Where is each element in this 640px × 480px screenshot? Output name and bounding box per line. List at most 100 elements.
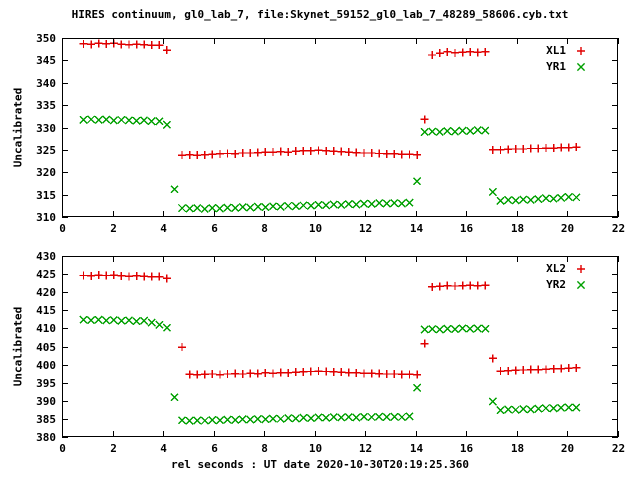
- x-tick-mark: [466, 211, 467, 217]
- legend-marker-xl1: [577, 47, 585, 55]
- y-tick-mark: [612, 328, 618, 329]
- x-tick-mark: [62, 256, 63, 262]
- y-tick-label: 345: [36, 53, 56, 67]
- y-tick-mark: [62, 128, 68, 129]
- x-tick-mark: [264, 431, 265, 437]
- x-tick-mark: [618, 256, 619, 262]
- legend-key-yr1: [570, 60, 592, 74]
- series-xl2: [79, 271, 581, 379]
- legend-label-xl1: XL1: [546, 44, 566, 57]
- x-tick-label: 12: [358, 442, 373, 455]
- y-tick-mark: [62, 328, 68, 329]
- x-tick-label: 2: [110, 442, 117, 455]
- x-tick-label: 12: [358, 222, 373, 235]
- x-tick-mark: [264, 211, 265, 217]
- x-tick-label: 18: [510, 222, 525, 235]
- legend-marker-yr2: [576, 280, 586, 290]
- y-tick-mark: [62, 437, 68, 438]
- x-tick-mark: [264, 256, 265, 262]
- x-tick-label: 8: [261, 222, 268, 235]
- y-tick-label: 380: [36, 430, 56, 444]
- y-tick-mark: [612, 310, 618, 311]
- y-tick-mark: [612, 172, 618, 173]
- x-tick-mark: [416, 38, 417, 44]
- x-tick-label: 0: [59, 222, 66, 235]
- legend-marker-xl2: [577, 265, 585, 273]
- y-tick-label: 310: [36, 210, 56, 224]
- x-tick-mark: [416, 211, 417, 217]
- x-tick-mark: [466, 38, 467, 44]
- y-tick-mark: [62, 60, 68, 61]
- legend-bottom: XL2 YR2: [498, 262, 608, 296]
- x-tick-label: 20: [560, 222, 575, 235]
- y-tick-label: 350: [36, 31, 56, 45]
- legend-top: XL1 YR1: [498, 44, 608, 78]
- x-tick-mark: [466, 431, 467, 437]
- x-tick-mark: [567, 211, 568, 217]
- x-tick-label: 22: [611, 222, 626, 235]
- x-tick-mark: [163, 38, 164, 44]
- legend-label-yr2: YR2: [546, 278, 566, 291]
- x-tick-mark: [315, 211, 316, 217]
- x-tick-mark: [214, 256, 215, 262]
- y-tick-mark: [62, 310, 68, 311]
- page-title: HIRES continuum, gl0_lab_7, file:Skynet_…: [71, 8, 569, 21]
- y-tick-mark: [62, 256, 68, 257]
- y-tick-mark: [62, 83, 68, 84]
- x-tick-mark: [315, 38, 316, 44]
- y-tick-label: 400: [36, 358, 56, 372]
- x-axis-title: rel seconds : UT date 2020-10-30T20:19:2…: [170, 458, 469, 471]
- y-tick-label: 395: [36, 376, 56, 390]
- y-tick-mark: [62, 383, 68, 384]
- x-tick-label: 4: [160, 442, 167, 455]
- x-tick-mark: [567, 256, 568, 262]
- x-tick-mark: [315, 256, 316, 262]
- y-tick-mark: [62, 150, 68, 151]
- x-tick-mark: [113, 211, 114, 217]
- x-tick-mark: [214, 211, 215, 217]
- y-tick-mark: [612, 38, 618, 39]
- y-tick-mark: [62, 419, 68, 420]
- x-tick-mark: [416, 431, 417, 437]
- y-tick-mark: [62, 217, 68, 218]
- x-tick-mark: [214, 38, 215, 44]
- x-tick-mark: [163, 256, 164, 262]
- x-tick-label: 2: [110, 222, 117, 235]
- y-tick-label: 420: [36, 285, 56, 299]
- x-tick-label: 18: [510, 442, 525, 455]
- series-yr1: [79, 115, 581, 214]
- y-tick-mark: [612, 105, 618, 106]
- x-tick-mark: [264, 38, 265, 44]
- y-tick-mark: [62, 195, 68, 196]
- x-tick-mark: [567, 38, 568, 44]
- y-tick-mark: [612, 128, 618, 129]
- legend-label-xl2: XL2: [546, 262, 566, 275]
- x-tick-mark: [113, 431, 114, 437]
- x-tick-mark: [416, 256, 417, 262]
- y-tick-mark: [62, 274, 68, 275]
- y-tick-mark: [62, 292, 68, 293]
- y-tick-mark: [612, 365, 618, 366]
- x-tick-label: 20: [560, 442, 575, 455]
- y-tick-mark: [612, 256, 618, 257]
- x-tick-label: 10: [308, 442, 323, 455]
- x-tick-mark: [517, 256, 518, 262]
- y-tick-label: 390: [36, 394, 56, 408]
- y-tick-mark: [612, 292, 618, 293]
- x-tick-label: 22: [611, 442, 626, 455]
- legend-key-yr2: [570, 278, 592, 292]
- x-tick-mark: [365, 256, 366, 262]
- y-tick-mark: [612, 347, 618, 348]
- y-tick-label: 330: [36, 121, 56, 135]
- x-tick-mark: [517, 431, 518, 437]
- y-tick-label: 315: [36, 188, 56, 202]
- plot-frame-top: [62, 38, 618, 217]
- y-tick-label: 430: [36, 249, 56, 263]
- x-tick-label: 16: [459, 442, 474, 455]
- y-tick-mark: [612, 401, 618, 402]
- x-tick-label: 0: [59, 442, 66, 455]
- x-tick-mark: [163, 431, 164, 437]
- x-tick-label: 4: [160, 222, 167, 235]
